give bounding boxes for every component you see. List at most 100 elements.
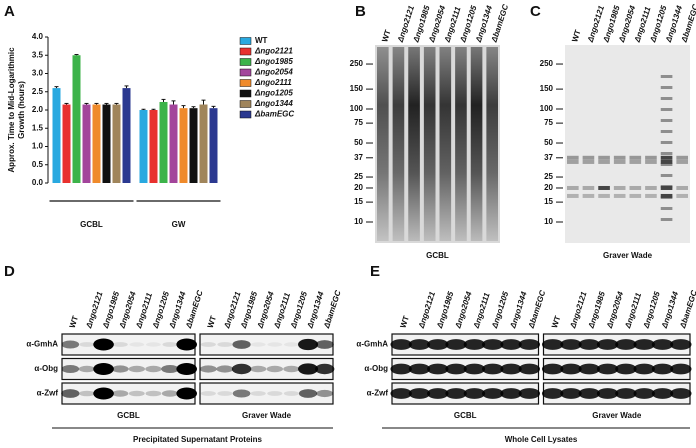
blot-band [578, 363, 600, 375]
marker-label: 250 [350, 59, 364, 68]
blot-band [283, 365, 300, 373]
blot-band [578, 339, 600, 350]
marker-label: 50 [544, 138, 553, 147]
legend-swatch [239, 58, 252, 66]
blot-band [128, 365, 146, 373]
marker-label: 100 [540, 104, 554, 113]
blot-band [500, 363, 522, 375]
blot-band [298, 338, 319, 351]
bar [52, 88, 61, 183]
y-tick-label: 0.5 [32, 160, 44, 169]
blot-band [200, 342, 216, 347]
gel-band [567, 159, 579, 164]
blot-band [232, 389, 251, 398]
blot-band [560, 339, 582, 350]
gel-band [676, 185, 688, 190]
gel-band [629, 193, 642, 198]
bar [179, 108, 188, 183]
blot-band [670, 363, 692, 375]
blot-band [651, 388, 674, 399]
gel-lane [439, 47, 452, 241]
gel-band [676, 155, 688, 160]
legend-label: WT [255, 36, 268, 45]
blot-band [61, 389, 80, 398]
blot-band [500, 339, 522, 350]
legend-label: Δngo1205 [254, 89, 293, 98]
panel-label: A [4, 3, 15, 20]
gel-lane [377, 47, 389, 241]
row-label: α-GmhA [356, 340, 388, 349]
blot-band [298, 363, 319, 375]
bar [159, 101, 168, 183]
blot-band [615, 388, 637, 399]
lane-label: Δngo1985 [586, 290, 607, 330]
blot-band [250, 391, 266, 396]
blot-band [231, 363, 252, 375]
x-tick-label: GCBL [80, 220, 103, 229]
y-tick-label: 2.0 [32, 105, 44, 114]
blot-band [633, 339, 655, 350]
blot-band [61, 340, 80, 349]
lane-label: WT [550, 315, 562, 330]
blot-band [463, 363, 486, 375]
blot-band [390, 363, 412, 375]
blot-band [266, 365, 284, 373]
gel-band [645, 159, 657, 164]
gel-band [598, 193, 610, 198]
blot-band [518, 339, 541, 350]
blot-band [176, 387, 197, 400]
blot-band [482, 339, 504, 350]
gel-band [676, 193, 688, 198]
gel-band [582, 159, 595, 164]
blot-band [408, 363, 431, 375]
blot-band [249, 365, 267, 373]
blot-band [200, 391, 216, 396]
row-label: α-Obg [364, 364, 388, 373]
gel-band [582, 185, 595, 190]
blot-band [427, 388, 449, 399]
blot-band [314, 363, 335, 375]
blot-band [518, 388, 541, 399]
gel-band [598, 155, 610, 160]
blot-band [596, 388, 619, 399]
legend-label: Δngo1985 [254, 57, 293, 66]
blot-band [463, 339, 486, 350]
blot-caption: Precipitated Supernatant Proteins [133, 435, 262, 444]
panel-label: B [355, 3, 366, 20]
bar [149, 110, 158, 183]
blot-band [541, 363, 564, 375]
blot-band [408, 339, 431, 350]
blot-band [316, 389, 334, 398]
blot-band [615, 339, 637, 350]
marker-label: 75 [354, 118, 363, 127]
row-label: α-GmhA [26, 340, 58, 349]
blot-medium: Graver Wade [242, 411, 292, 420]
y-tick-label: 4.0 [32, 32, 44, 41]
bar [112, 104, 121, 183]
blot-band [111, 365, 129, 373]
blot-band [651, 363, 674, 375]
blot-band [61, 365, 80, 373]
blot-band [129, 342, 145, 347]
blot-band [541, 388, 564, 399]
bar [139, 110, 148, 183]
blot-band [283, 391, 300, 396]
blot-band [128, 390, 145, 397]
blot-band [111, 390, 129, 397]
lane-label: WT [380, 29, 392, 44]
bar [199, 104, 208, 183]
lane-label: WT [68, 315, 80, 330]
blot-band [250, 342, 266, 347]
blot-band [145, 342, 161, 347]
lane-label: WT [399, 315, 411, 330]
blot-medium: GCBL [454, 411, 477, 420]
blot-band [161, 365, 179, 373]
gel-band [660, 108, 673, 111]
gel-band [582, 155, 595, 160]
blot-band [162, 342, 178, 347]
lane-label: Δngo2121 [417, 290, 438, 330]
blot-medium: GCBL [117, 411, 140, 420]
lane-label: Δngo2054 [605, 290, 626, 330]
blot-band [78, 365, 96, 373]
